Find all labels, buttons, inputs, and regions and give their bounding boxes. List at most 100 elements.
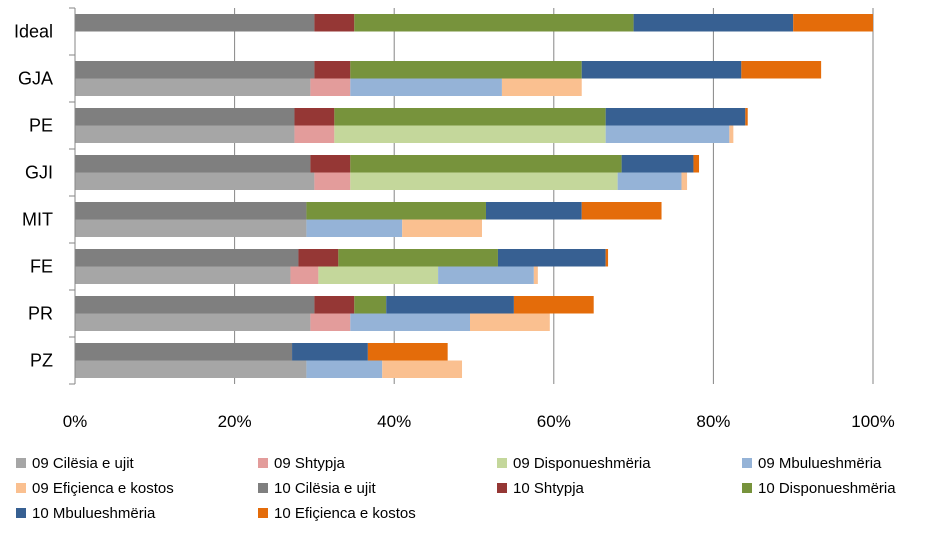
bar-pr-10-mbulueshmeria — [386, 296, 514, 314]
bar-pz-09-cilesia-e-ujit — [75, 360, 307, 378]
bar-ideal-10-mbulueshmeria — [633, 14, 794, 32]
legend-item-09-mbulueshmeria: 09 Mbulueshmëria — [742, 455, 882, 472]
legend-label: 10 Shtypja — [513, 480, 585, 497]
bar-ideal-10-cilesia-e-ujit — [75, 14, 315, 32]
legend-item-10-disponueshmeria: 10 Disponueshmëria — [742, 480, 896, 497]
bar-pe-10-eficienca-e-kostos — [745, 108, 748, 126]
legend-swatch — [497, 458, 507, 468]
bar-mit-10-eficienca-e-kostos — [581, 202, 662, 220]
bar-gja-10-shtypja — [314, 61, 351, 79]
legend-item-10-mbulueshmeria: 10 Mbulueshmëria — [16, 505, 156, 522]
legend-label: 09 Mbulueshmëria — [758, 455, 882, 472]
bar-pe-09-disponueshmeria — [334, 125, 606, 143]
bar-fe-10-shtypja — [298, 249, 339, 267]
x-tick-label: 20% — [218, 412, 252, 431]
bar-mit-10-mbulueshmeria — [485, 202, 582, 220]
bar-fe-10-mbulueshmeria — [497, 249, 606, 267]
bar-mit-09-mbulueshmeria — [306, 219, 403, 237]
x-tick-label: 80% — [696, 412, 730, 431]
legend-swatch — [497, 483, 507, 493]
category-label-fe: FE — [30, 257, 53, 277]
bar-pe-10-mbulueshmeria — [605, 108, 746, 126]
category-label-pz: PZ — [30, 351, 53, 371]
bar-mit-10-cilesia-e-ujit — [75, 202, 307, 220]
bar-fe-09-disponueshmeria — [318, 266, 439, 284]
bar-fe-10-eficienca-e-kostos — [605, 249, 609, 267]
bar-pr-09-eficienca-e-kostos — [470, 313, 550, 331]
legend-label: 09 Disponueshmëria — [513, 455, 651, 472]
category-label-gja: GJA — [18, 69, 53, 89]
category-labels: Ideal GJA PE GJI MIT FE PR PZ — [14, 22, 53, 371]
bar-gji-09-mbulueshmeria — [617, 172, 682, 190]
bar-mit-09-eficienca-e-kostos — [402, 219, 482, 237]
bar-pr-09-mbulueshmeria — [350, 313, 471, 331]
bar-gja-10-eficienca-e-kostos — [741, 61, 822, 79]
bar-pe-09-eficienca-e-kostos — [729, 125, 734, 143]
bar-gja-09-cilesia-e-ujit — [75, 78, 311, 96]
bar-fe-09-eficienca-e-kostos — [533, 266, 538, 284]
bar-pe-09-shtypja — [294, 125, 335, 143]
bar-pe-10-shtypja — [294, 108, 335, 126]
legend-swatch — [16, 483, 26, 493]
legend-label: 09 Efiçienca e kostos — [32, 480, 174, 497]
bar-pz-10-eficienca-e-kostos — [367, 343, 448, 361]
bar-mit-09-cilesia-e-ujit — [75, 219, 307, 237]
bar-gja-09-mbulueshmeria — [350, 78, 502, 96]
category-label-ideal: Ideal — [14, 22, 53, 42]
bar-gji-10-eficienca-e-kostos — [693, 155, 700, 173]
bar-pz-10-mbulueshmeria — [292, 343, 368, 361]
legend-item-10-shtypja: 10 Shtypja — [497, 480, 585, 497]
legend-label: 10 Disponueshmëria — [758, 480, 896, 497]
bar-mit-10-disponueshmeria — [306, 202, 486, 220]
bars — [75, 14, 873, 378]
bar-pz-10-cilesia-e-ujit — [75, 343, 293, 361]
bar-fe-09-cilesia-e-ujit — [75, 266, 291, 284]
legend-swatch — [258, 508, 268, 518]
legend-label: 09 Shtypja — [274, 455, 346, 472]
bar-pe-10-disponueshmeria — [334, 108, 606, 126]
legend-item-10-cilesia-e-ujit: 10 Cilësia e ujit — [258, 480, 377, 497]
bar-pr-09-shtypja — [310, 313, 351, 331]
bar-gja-09-shtypja — [310, 78, 351, 96]
legend-swatch — [742, 483, 752, 493]
bar-pz-09-eficienca-e-kostos — [382, 360, 463, 378]
legend-swatch — [16, 508, 26, 518]
legend-label: 09 Cilësia e ujit — [32, 455, 135, 472]
x-tick-label: 0% — [63, 412, 88, 431]
bar-gji-10-shtypja — [310, 155, 351, 173]
axes — [69, 7, 76, 385]
x-tick-label: 60% — [537, 412, 571, 431]
bar-ideal-10-eficienca-e-kostos — [793, 14, 873, 32]
bar-fe-09-mbulueshmeria — [438, 266, 534, 284]
legend-swatch — [16, 458, 26, 468]
bar-gji-09-eficienca-e-kostos — [681, 172, 688, 190]
legend: 09 Cilësia e ujit 09 Shtypja 09 Disponuesh… — [16, 455, 896, 522]
category-label-mit: MIT — [22, 210, 53, 230]
legend-item-09-disponueshmeria: 09 Disponueshmëria — [497, 455, 651, 472]
x-tick-label: 100% — [851, 412, 894, 431]
bar-pr-09-cilesia-e-ujit — [75, 313, 311, 331]
bar-fe-10-cilesia-e-ujit — [75, 249, 299, 267]
bar-gji-09-disponueshmeria — [350, 172, 618, 190]
x-tick-labels: 0% 20% 40% 60% 80% 100% — [63, 412, 895, 431]
bar-gja-09-eficienca-e-kostos — [501, 78, 582, 96]
category-label-pr: PR — [28, 304, 53, 324]
legend-item-09-cilesia-e-ujit: 09 Cilësia e ujit — [16, 455, 135, 472]
bar-fe-10-disponueshmeria — [338, 249, 498, 267]
legend-item-09-shtypja: 09 Shtypja — [258, 455, 346, 472]
legend-label: 10 Efiçienca e kostos — [274, 505, 416, 522]
legend-item-09-eficienca-e-kostos: 09 Efiçienca e kostos — [16, 480, 174, 497]
legend-swatch — [258, 458, 268, 468]
bar-gja-10-cilesia-e-ujit — [75, 61, 315, 79]
legend-label: 10 Cilësia e ujit — [274, 480, 377, 497]
category-label-pe: PE — [29, 116, 53, 136]
bar-gji-10-mbulueshmeria — [621, 155, 694, 173]
category-label-gji: GJI — [25, 163, 53, 183]
bar-fe-09-shtypja — [290, 266, 319, 284]
bar-gji-10-cilesia-e-ujit — [75, 155, 311, 173]
bar-ideal-10-shtypja — [314, 14, 355, 32]
bar-pz-09-mbulueshmeria — [306, 360, 383, 378]
bar-pe-09-cilesia-e-ujit — [75, 125, 295, 143]
